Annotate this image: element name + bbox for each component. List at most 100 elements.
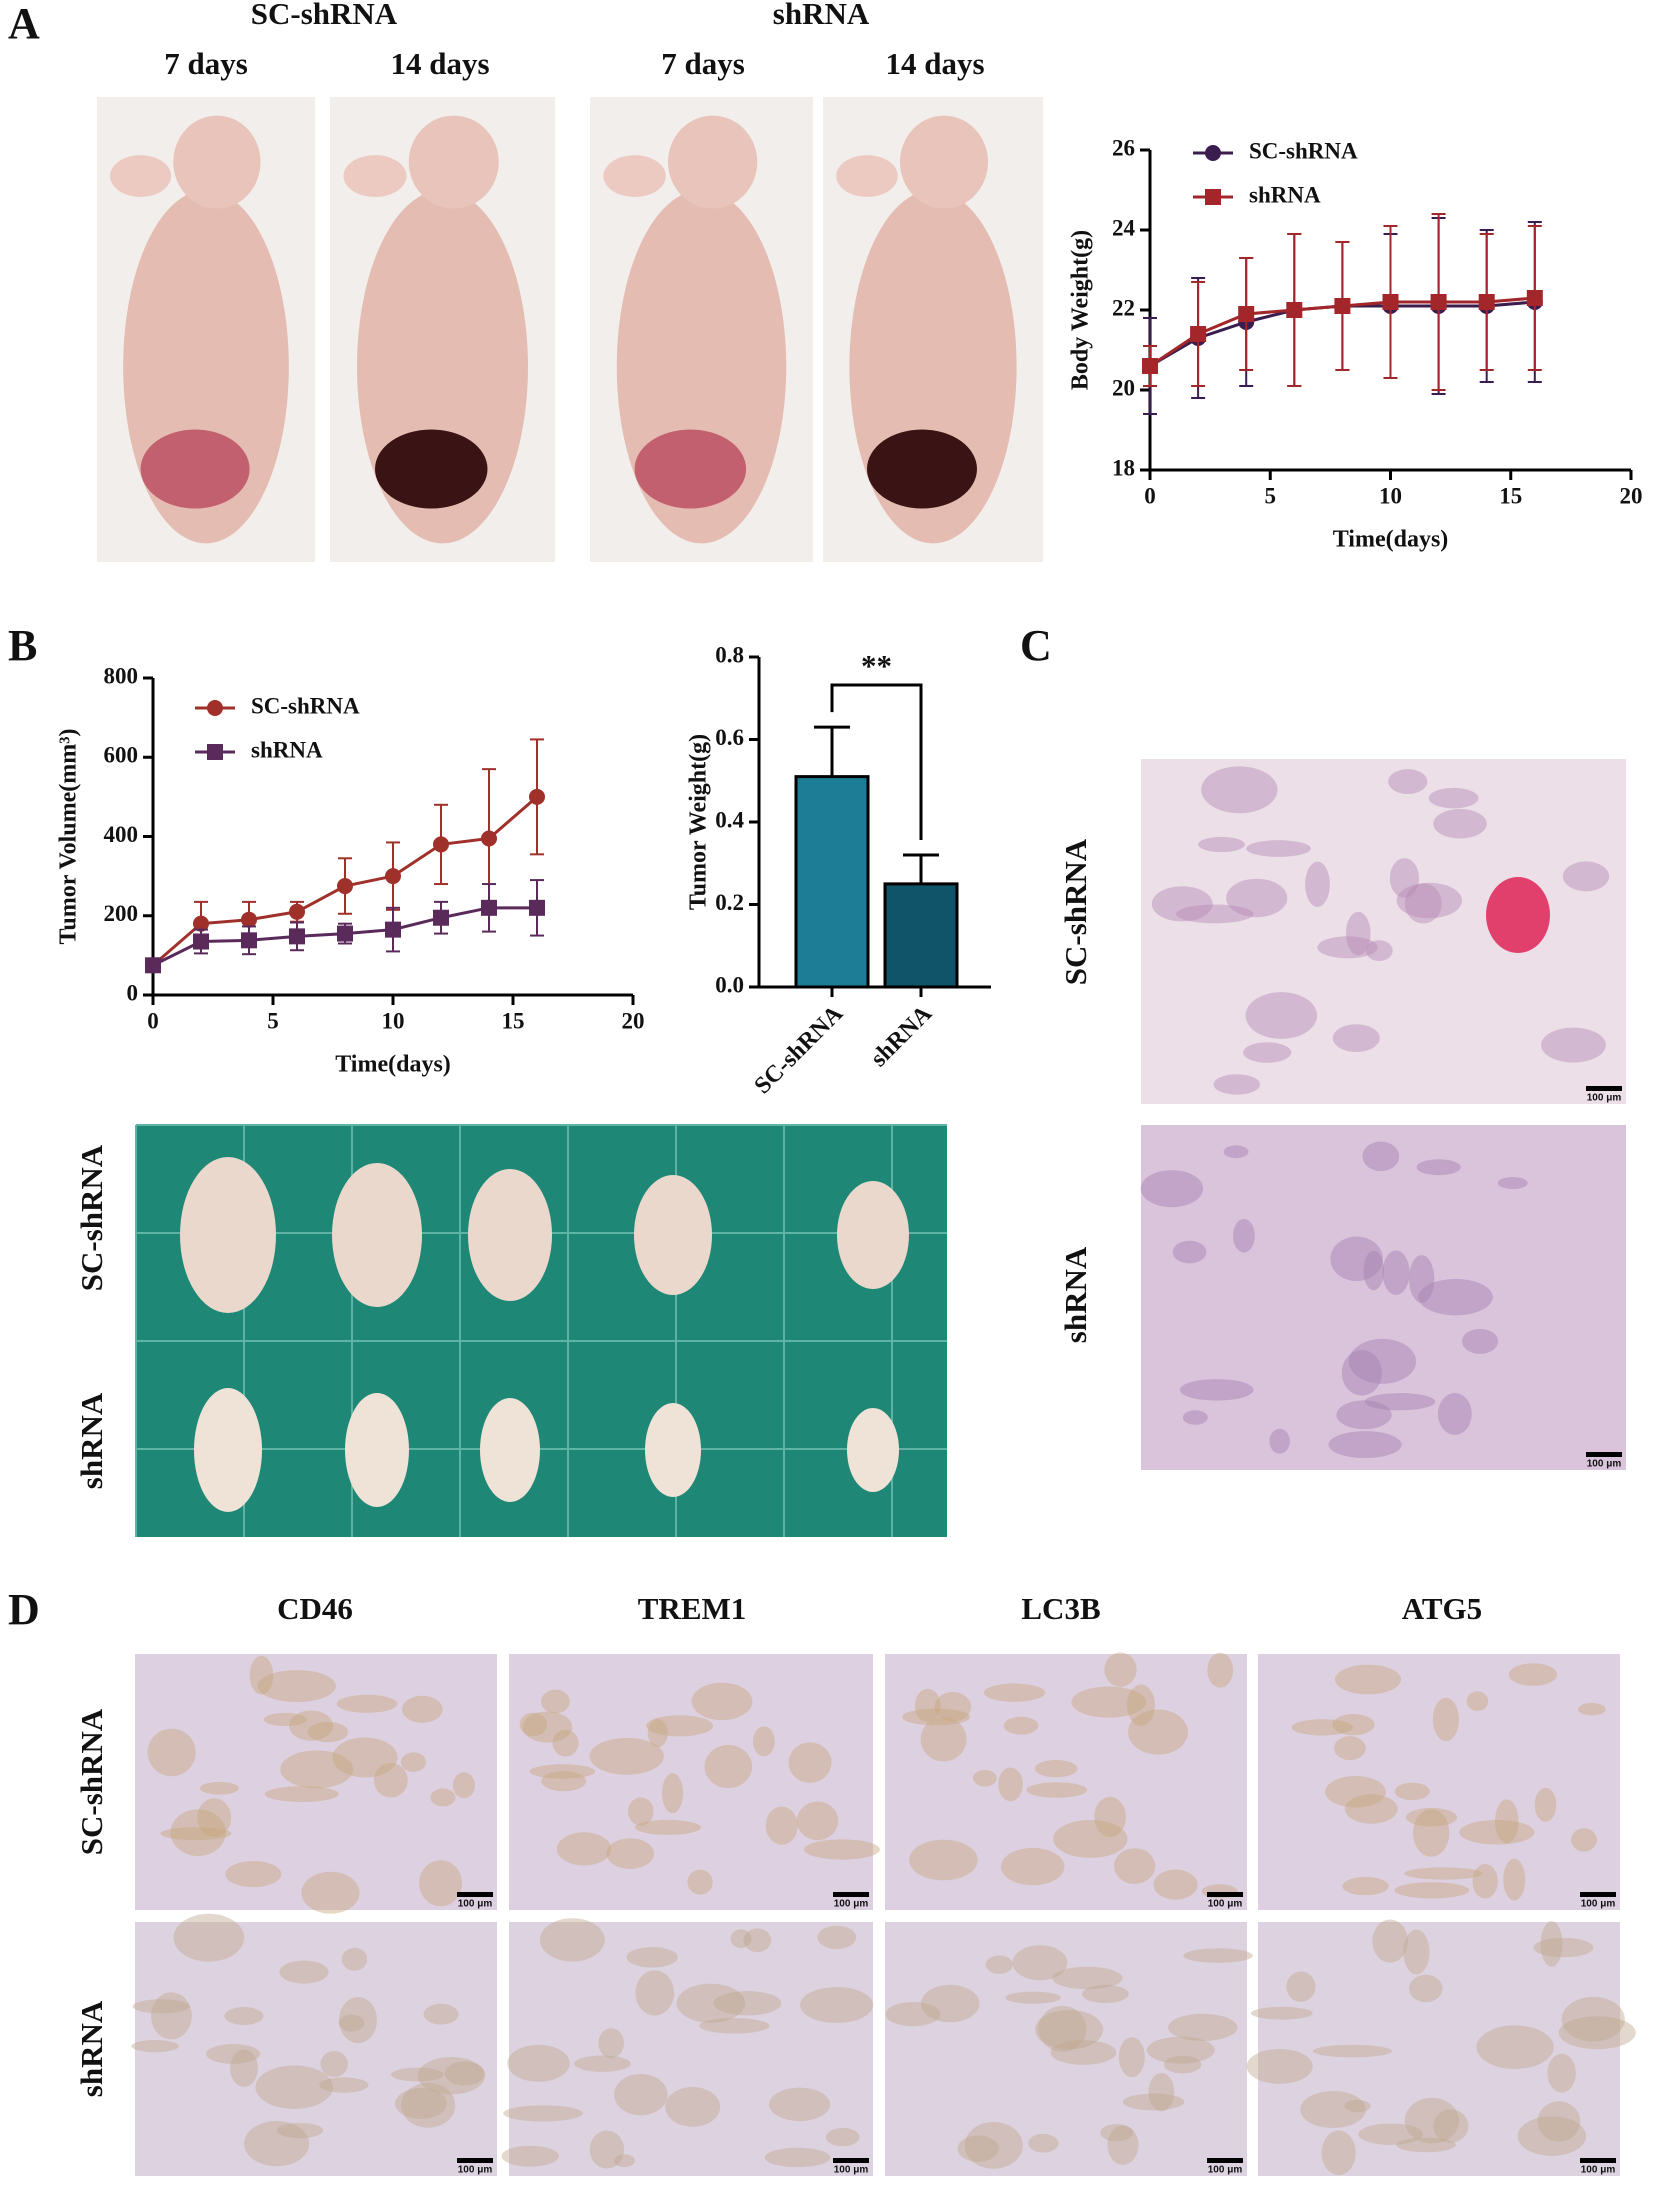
tissue-texture	[1082, 1984, 1129, 2004]
tissue-texture	[1394, 1882, 1470, 1899]
panel-letter: D	[8, 1585, 40, 1634]
tissue-texture	[1300, 2090, 1366, 2129]
column-label: ATG5	[1402, 1591, 1482, 1626]
y-tick-label: 18	[1112, 455, 1135, 480]
tissue-texture	[909, 1839, 978, 1881]
tissue-texture	[676, 1983, 746, 2023]
tissue-texture	[574, 2055, 631, 2072]
tumor-sample	[480, 1398, 540, 1502]
scale-bar	[1580, 1892, 1616, 1897]
tissue-texture	[1291, 1719, 1353, 1736]
tissue-texture	[423, 2003, 459, 2025]
tissue-texture	[1163, 2055, 1202, 2074]
marker	[289, 928, 305, 945]
tissue-texture	[646, 1715, 714, 1737]
tissue-texture	[699, 2018, 770, 2034]
tumor	[140, 429, 250, 509]
column-label: TREM1	[638, 1591, 747, 1626]
tissue-texture	[1541, 1027, 1606, 1063]
tissue-texture	[1466, 1691, 1489, 1712]
scale-bar	[457, 1892, 493, 1897]
tissue-texture	[173, 1913, 245, 1962]
tissue-texture	[1365, 940, 1393, 962]
tissue-texture	[1317, 936, 1378, 959]
tissue-texture	[263, 1712, 308, 1727]
tissue-texture	[769, 2087, 831, 2122]
tissue-texture	[1151, 886, 1213, 922]
x-tick-label: 10	[382, 1008, 405, 1033]
tissue-texture	[1026, 1782, 1088, 1798]
tissue-texture	[1396, 882, 1463, 919]
tissue-texture	[1183, 1948, 1253, 1963]
tissue-texture	[1332, 1714, 1375, 1736]
tissue-texture	[752, 1726, 775, 1757]
marker	[193, 933, 209, 950]
day-label: 7 days	[661, 46, 745, 81]
tissue-texture	[503, 2105, 583, 2122]
scale-bar-label: 100 μm	[1208, 2165, 1243, 2176]
x-tick-label: shRNA	[866, 1000, 938, 1072]
significance-label: **	[861, 648, 892, 683]
tissue-texture	[1053, 1819, 1128, 1858]
tissue-texture	[1389, 858, 1420, 898]
tissue-texture	[964, 2121, 1023, 2169]
tissue-texture	[1345, 911, 1371, 956]
mouse-ear	[110, 155, 172, 197]
row-label: shRNA	[74, 2000, 109, 2097]
tumor-sample	[837, 1181, 909, 1289]
tissue-texture	[206, 2044, 261, 2064]
tissue-texture	[1372, 1919, 1408, 1963]
legend-label: SC-shRNA	[251, 693, 360, 718]
y-tick-label: 20	[1112, 375, 1135, 400]
tissue-texture	[1394, 1782, 1430, 1801]
tissue-texture	[1003, 1716, 1039, 1735]
tissue-texture	[764, 2147, 831, 2168]
scale-bar-label: 100 μm	[834, 2165, 869, 2176]
tissue-texture	[1472, 1863, 1498, 1899]
tissue-texture	[1336, 1400, 1392, 1430]
tissue-texture	[983, 1683, 1046, 1702]
mouse-head	[900, 115, 988, 209]
tissue-texture	[1233, 1218, 1255, 1253]
tissue-texture	[1364, 1393, 1436, 1411]
tissue-texture	[1179, 1379, 1254, 1401]
tissue-texture	[920, 1716, 967, 1762]
tissue-texture	[1418, 1278, 1493, 1316]
tissue-texture	[1172, 1240, 1207, 1264]
tissue-texture	[147, 1728, 196, 1777]
tissue-texture	[1409, 1974, 1443, 2003]
tissue-texture	[197, 1798, 232, 1837]
tumor	[375, 429, 488, 509]
mouse-ear	[603, 155, 666, 197]
legend-label: shRNA	[1249, 182, 1321, 207]
tissue-texture	[1348, 1338, 1417, 1384]
tissue-texture	[1198, 836, 1246, 853]
tissue-texture	[1344, 2099, 1371, 2113]
tissue-texture	[402, 1695, 443, 1723]
y-tick-label: 0	[127, 980, 139, 1005]
legend-marker	[207, 700, 223, 716]
tissue-texture	[1213, 1074, 1261, 1095]
tissue-texture	[556, 1832, 612, 1866]
histology-image	[1141, 1125, 1626, 1470]
scale-bar-label: 100 μm	[1587, 1093, 1622, 1104]
tissue-texture	[635, 1970, 675, 2016]
tissue-texture	[224, 2007, 264, 2025]
tissue-texture	[1250, 2006, 1313, 2020]
tissue-texture	[529, 1764, 596, 1779]
bar	[883, 882, 959, 989]
tissue-texture	[1476, 2025, 1554, 2070]
tissue-texture	[730, 1929, 752, 1949]
tissue-texture	[1508, 1663, 1558, 1686]
tissue-texture	[539, 1918, 605, 1962]
tissue-texture	[796, 1801, 839, 1841]
y-tick-label: 800	[104, 663, 139, 688]
tissue-texture	[395, 2087, 447, 2119]
tissue-texture	[691, 1682, 753, 1721]
marker	[289, 903, 305, 920]
tissue-texture	[647, 1719, 668, 1748]
tumor-sample	[847, 1408, 899, 1492]
mouse-head	[408, 115, 499, 209]
histology-image	[885, 1922, 1247, 2176]
